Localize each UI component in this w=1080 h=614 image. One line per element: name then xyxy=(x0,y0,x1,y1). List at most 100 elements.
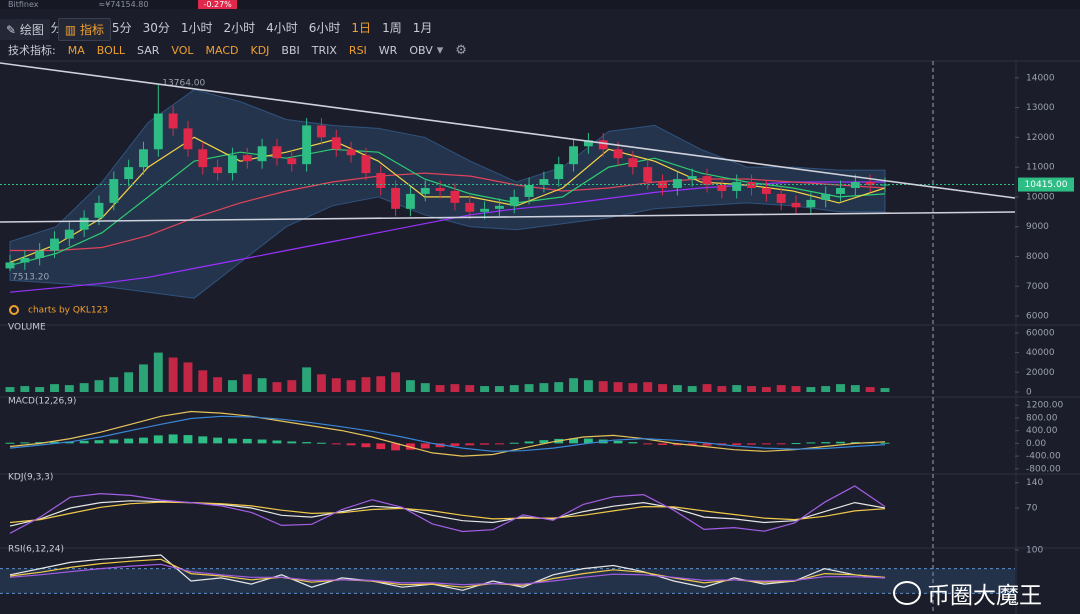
candle-body xyxy=(361,155,371,174)
macd-histogram xyxy=(465,443,475,446)
candle-body xyxy=(198,149,208,168)
volume-bar xyxy=(865,387,875,392)
timeframe-button[interactable]: 2小时 xyxy=(223,20,256,35)
macd-histogram xyxy=(836,441,845,444)
macd-histogram xyxy=(391,443,401,451)
macd-histogram xyxy=(613,440,623,444)
volume-bar xyxy=(509,385,519,392)
y-tick-label: 7000 xyxy=(1026,282,1049,292)
indicator-line xyxy=(9,500,886,527)
macd-histogram xyxy=(228,438,237,444)
macd-histogram xyxy=(450,443,460,446)
macd-histogram xyxy=(791,443,801,445)
candle-body xyxy=(806,199,816,208)
indicator-line xyxy=(9,148,886,266)
timeframe-button[interactable]: 30分 xyxy=(142,20,170,35)
volume-bar xyxy=(672,385,682,392)
timeframe-button[interactable]: 1日 xyxy=(351,20,372,35)
candle-body xyxy=(213,167,223,174)
indicator-line xyxy=(9,554,886,591)
y-tick-label: 20000 xyxy=(1026,368,1055,378)
candle-body xyxy=(850,182,860,188)
volume-bar xyxy=(198,370,208,392)
y-tick-label: 13000 xyxy=(1026,103,1055,113)
indicator-button[interactable]: RSI xyxy=(348,43,367,57)
volume-bar xyxy=(732,385,742,392)
volume-bar xyxy=(628,383,638,392)
macd-histogram xyxy=(316,442,326,444)
y-tick-label: 40000 xyxy=(1026,348,1055,358)
candle-body xyxy=(391,187,401,209)
candle-body xyxy=(346,149,356,156)
macd-histogram xyxy=(331,443,341,445)
volume-bar xyxy=(687,386,697,392)
indicator-button[interactable]: BOLL xyxy=(96,43,126,57)
volume-bar xyxy=(361,377,371,392)
timeframe-button[interactable]: 15分 xyxy=(104,20,132,35)
indicator-button[interactable]: BBI xyxy=(281,43,300,57)
timeframe-button[interactable]: 1周 xyxy=(382,20,402,35)
macd-histogram xyxy=(524,441,534,444)
indicator-line xyxy=(9,501,886,524)
volume-bar xyxy=(109,377,119,392)
indicator-button[interactable]: OBV xyxy=(409,43,433,57)
volume-bar xyxy=(806,387,816,392)
candle-body xyxy=(287,158,297,165)
y-tick-label: 6000 xyxy=(1026,312,1049,322)
candle-body xyxy=(257,146,267,162)
draw-button[interactable]: ✎ 绘图 xyxy=(0,19,50,40)
candle-body xyxy=(791,202,801,208)
credit-icon xyxy=(9,305,19,315)
draw-label: 绘图 xyxy=(19,23,44,37)
candle-body xyxy=(569,146,579,165)
indicator-button[interactable]: ▥ 指标 xyxy=(57,18,112,41)
settings-icon[interactable]: ⚙ xyxy=(455,42,467,58)
macd-histogram xyxy=(658,443,667,445)
indicator-button[interactable]: VOL xyxy=(171,43,194,57)
timeframe-button[interactable]: 1月 xyxy=(412,20,433,35)
boll-band xyxy=(9,89,886,299)
candle-body xyxy=(168,113,178,129)
volume-bar xyxy=(346,380,356,392)
volume-bar xyxy=(228,380,237,392)
volume-bar xyxy=(821,386,831,392)
candle-body xyxy=(821,193,831,200)
volume-bar xyxy=(613,382,623,392)
indicator-button[interactable]: MA xyxy=(67,43,85,57)
timeframe-button[interactable]: 4小时 xyxy=(266,20,298,35)
candle-body xyxy=(643,167,653,183)
volume-bar xyxy=(139,364,148,392)
volume-bar xyxy=(331,378,341,392)
indicator-button[interactable]: KDJ xyxy=(250,43,270,57)
candle-body xyxy=(183,128,193,150)
timeframe-button[interactable]: 6小时 xyxy=(308,20,341,35)
macd-histogram xyxy=(272,440,282,444)
volume-bar xyxy=(405,380,415,392)
macd-histogram xyxy=(242,438,252,444)
y-tick-label: 8000 xyxy=(1026,252,1049,262)
dropdown-icon[interactable]: ▾ xyxy=(436,42,444,58)
macd-histogram xyxy=(435,443,445,448)
indicator-button[interactable]: MACD xyxy=(205,43,239,57)
volume-bar xyxy=(20,386,30,392)
candle-body xyxy=(420,187,430,194)
volume-bar xyxy=(302,367,312,392)
candle-body xyxy=(658,182,667,188)
macd-histogram xyxy=(583,438,593,444)
candle-body xyxy=(302,125,312,165)
volume-bar xyxy=(598,381,608,392)
candle-body xyxy=(79,217,89,230)
macd-histogram xyxy=(79,440,89,444)
candle-body xyxy=(480,208,490,212)
watermark-text: 币圈大魔王 xyxy=(927,583,1042,609)
indicator-button[interactable]: SAR xyxy=(137,43,160,57)
volume-bar xyxy=(213,377,223,392)
macd-histogram xyxy=(346,443,356,446)
volume-bar xyxy=(242,374,252,392)
panel-title: MACD(12,26,9) xyxy=(8,397,76,407)
indicator-button[interactable]: WR xyxy=(378,43,398,57)
timeframe-button[interactable]: 1小时 xyxy=(180,20,213,35)
y-tick-label: 12000 xyxy=(1026,133,1055,143)
indicator-button[interactable]: TRIX xyxy=(311,43,337,57)
